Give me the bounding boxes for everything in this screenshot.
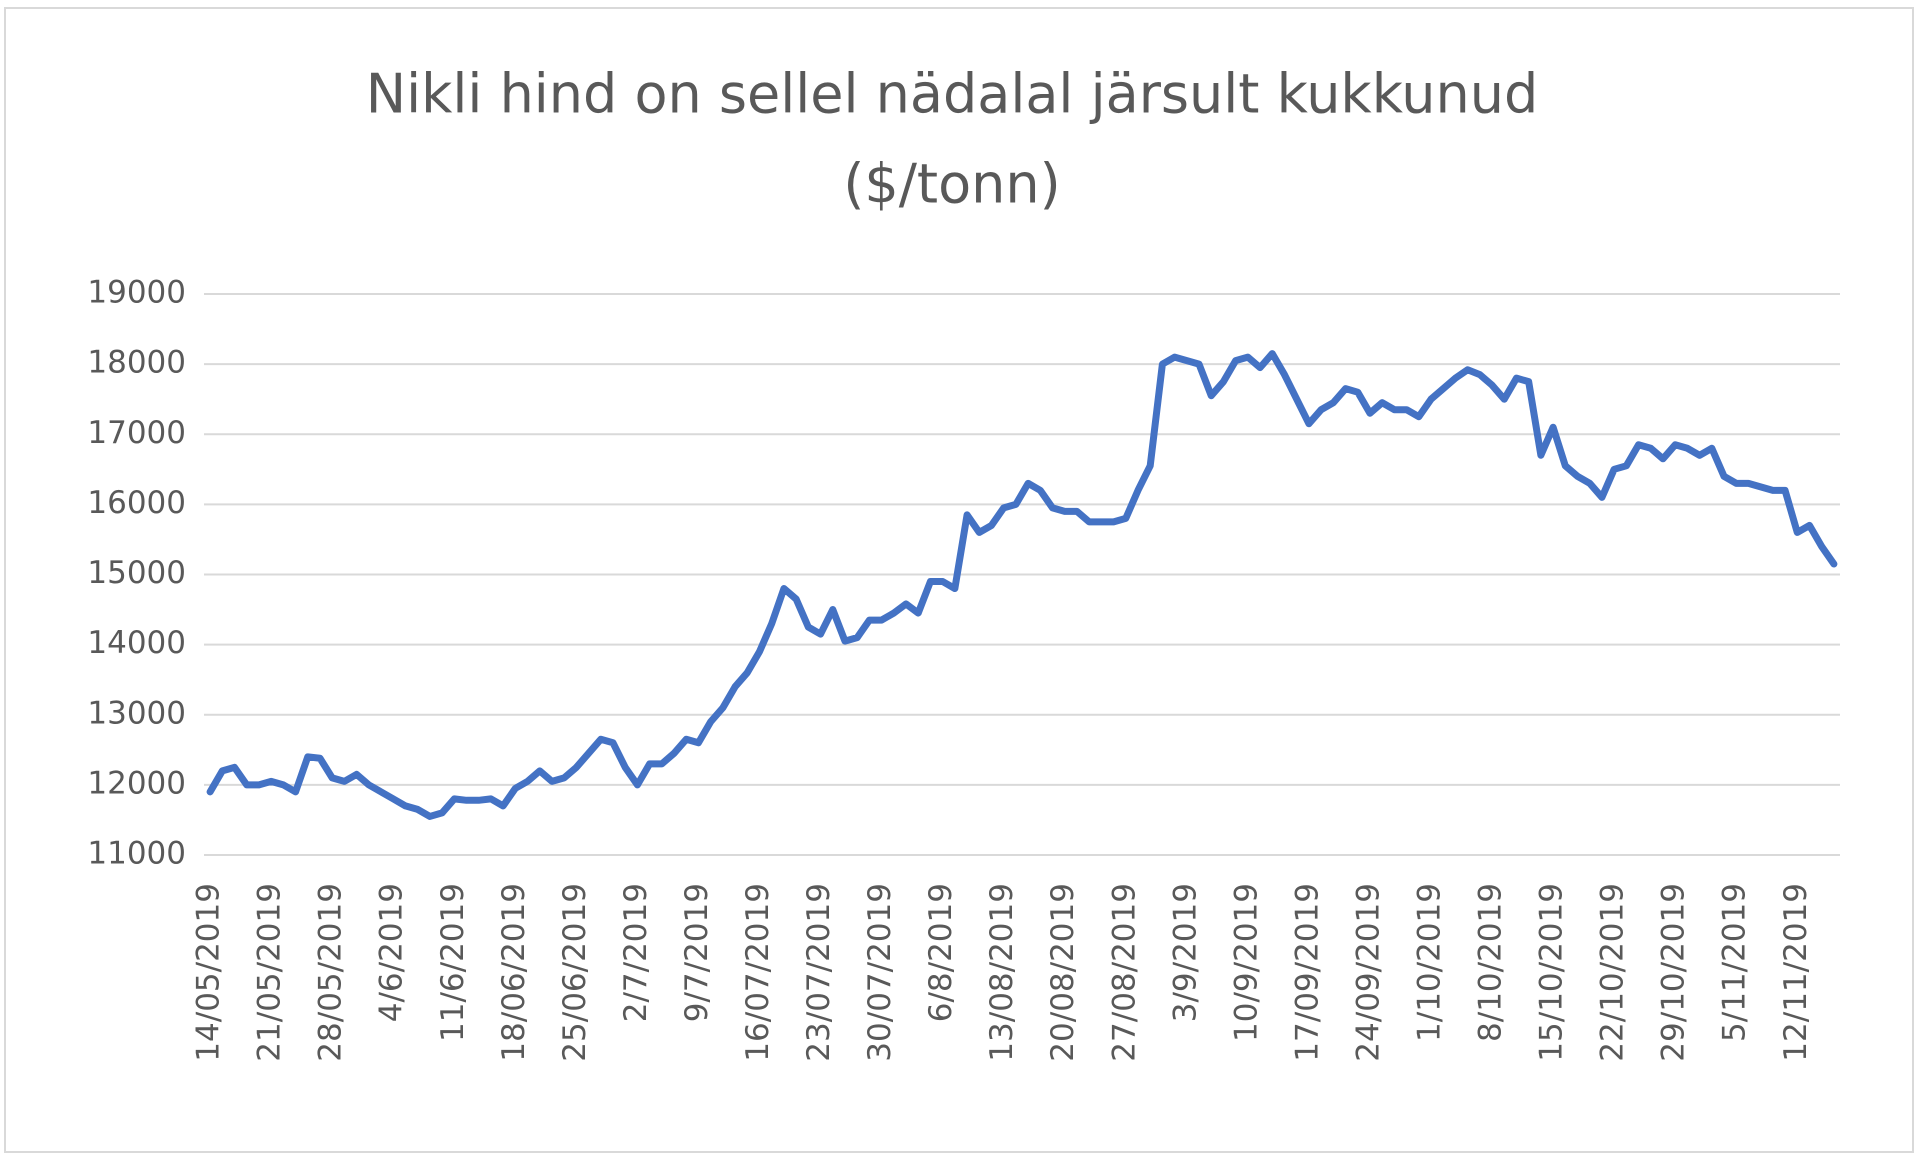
x-tick-label: 20/08/2019 [1045,883,1081,1062]
x-tick-label: 3/9/2019 [1167,883,1203,1022]
x-tick-label: 17/09/2019 [1289,883,1325,1062]
y-tick-label: 11000 [87,836,186,872]
x-tick-label: 25/06/2019 [557,883,593,1062]
x-tick-label: 21/05/2019 [252,883,288,1062]
chart-title: ($/tonn) [843,153,1060,216]
y-tick-label: 14000 [87,625,186,661]
x-tick-label: 11/6/2019 [435,883,471,1042]
x-tick-label: 5/11/2019 [1717,883,1753,1042]
x-tick-label: 6/8/2019 [923,883,959,1022]
y-tick-label: 17000 [87,415,186,451]
x-tick-label: 10/9/2019 [1228,883,1264,1042]
y-tick-label: 12000 [87,765,186,801]
x-tick-label: 1/10/2019 [1412,883,1448,1042]
x-tick-label: 13/08/2019 [984,883,1020,1062]
x-tick-label: 23/07/2019 [801,883,837,1062]
y-tick-label: 18000 [87,345,186,381]
price-line [206,350,1838,820]
x-tick-label: 30/07/2019 [862,883,898,1062]
x-tick-label: 14/05/2019 [191,883,227,1062]
x-tick-label: 9/7/2019 [679,883,715,1022]
x-tick-label: 15/10/2019 [1534,883,1570,1062]
x-tick-label: 4/6/2019 [374,883,410,1022]
x-tick-label: 29/10/2019 [1656,883,1692,1062]
y-tick-label: 19000 [87,275,186,311]
x-tick-label: 27/08/2019 [1106,883,1142,1062]
y-tick-label: 13000 [87,695,186,731]
y-tick-label: 16000 [87,485,186,521]
x-tick-label: 2/7/2019 [618,883,654,1022]
x-tick-label: 28/05/2019 [313,883,349,1062]
y-tick-label: 15000 [87,555,186,591]
chart-title: Nikli hind on sellel nädalal järsult kuk… [366,63,1539,126]
x-tick-label: 12/11/2019 [1778,883,1814,1062]
x-tick-label: 24/09/2019 [1350,883,1386,1062]
x-tick-label: 22/10/2019 [1595,883,1631,1062]
x-tick-label: 18/06/2019 [496,883,532,1062]
x-tick-label: 16/07/2019 [740,883,776,1062]
x-tick-label: 8/10/2019 [1473,883,1509,1042]
